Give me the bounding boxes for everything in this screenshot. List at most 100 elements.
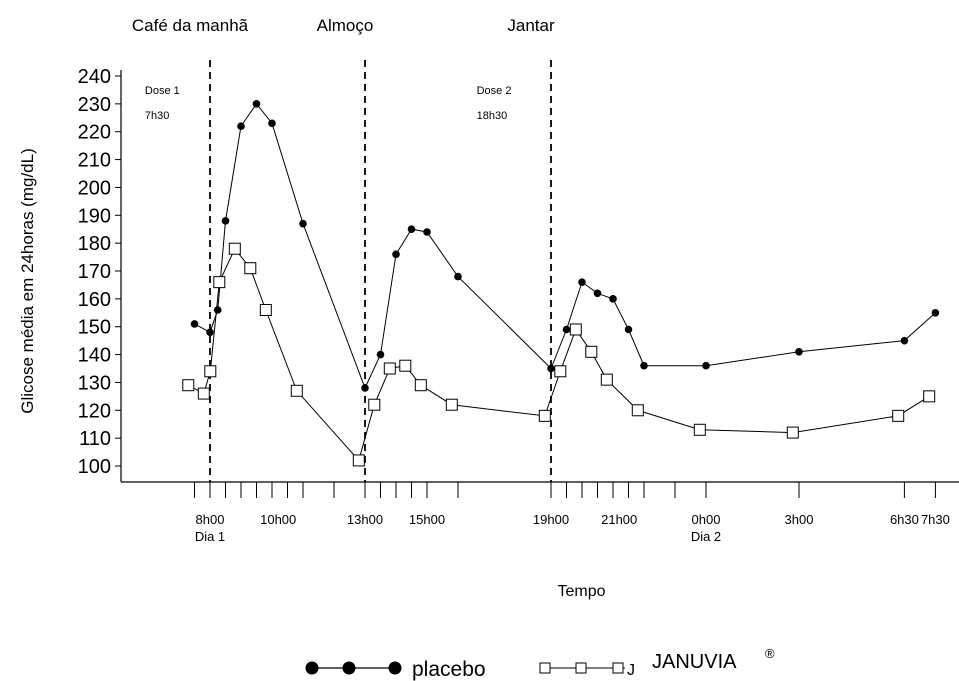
axes: 100 110 120 130 140 150 160 170 180 190 200 210 220 2… <box>78 66 959 544</box>
data-point-januvia <box>554 365 567 378</box>
y-tick-label: 140 <box>78 345 111 367</box>
data-point-placebo <box>931 308 940 317</box>
data-point-januvia <box>892 409 905 422</box>
legend-placebo-marker <box>305 661 319 675</box>
data-point-januvia <box>600 373 613 386</box>
data-point-januvia <box>693 423 706 436</box>
series-layer <box>182 100 940 467</box>
data-point-januvia <box>538 409 551 422</box>
data-point-januvia <box>923 390 936 403</box>
x-tick-label: 8h00 <box>196 512 225 527</box>
y-tick-label: 160 <box>78 289 111 311</box>
data-point-januvia <box>228 242 241 255</box>
data-point-januvia <box>585 345 598 358</box>
data-point-placebo <box>268 119 276 128</box>
data-point-januvia <box>383 362 396 375</box>
data-point-placebo <box>562 325 571 334</box>
legend-januvia-label: JANUVIA <box>652 651 737 673</box>
data-point-placebo <box>407 225 416 234</box>
data-point-placebo <box>392 250 400 259</box>
x-tick-sublabel: Dia 2 <box>691 529 721 544</box>
data-point-januvia <box>213 276 226 289</box>
legend-januvia-marker <box>612 662 624 674</box>
data-point-januvia <box>445 398 458 411</box>
data-point-placebo <box>221 217 230 225</box>
data-point-januvia <box>244 262 257 275</box>
data-point-januvia <box>786 426 799 439</box>
x-tick-label: 10h00 <box>260 512 296 527</box>
series-line-januvia <box>188 247 930 462</box>
data-point-januvia <box>204 365 217 378</box>
data-point-januvia <box>197 387 210 400</box>
data-point-placebo <box>190 320 199 328</box>
x-tick-label: 7h30 <box>921 512 950 527</box>
y-tick-label: 220 <box>78 122 111 144</box>
x-tick-label: 15h00 <box>409 512 445 527</box>
y-tick-label: 170 <box>78 261 111 283</box>
y-tick-label: 200 <box>78 177 111 199</box>
data-point-placebo <box>252 100 261 108</box>
dose-annotation: Dose 1 <box>145 85 180 97</box>
data-point-placebo <box>795 347 803 356</box>
data-point-januvia <box>352 454 365 467</box>
y-tick-label: 130 <box>78 372 111 394</box>
dose-annotation: 7h30 <box>145 110 169 122</box>
y-tick-label: 180 <box>78 233 111 255</box>
data-point-placebo <box>609 295 617 303</box>
data-point-januvia <box>414 379 427 392</box>
data-point-placebo <box>454 272 462 281</box>
legend-placebo-label: placebo <box>412 658 486 681</box>
chart-texts: Glicose média em 24horas (mg/dL) Tempo Dos… <box>18 85 606 600</box>
legend-placebo-marker <box>388 661 402 675</box>
data-point-placebo <box>593 289 602 298</box>
data-point-placebo <box>376 350 385 359</box>
data-point-januvia <box>182 379 195 392</box>
x-tick-label: 13h00 <box>347 512 383 527</box>
meal-label: Café da manhã <box>132 16 249 35</box>
data-point-placebo <box>640 361 648 370</box>
data-point-januvia <box>631 404 644 417</box>
x-tick-label: 0h00 <box>692 512 721 527</box>
data-point-placebo <box>423 228 431 236</box>
data-point-placebo <box>900 336 909 345</box>
legend-januvia-prefix: J <box>627 662 635 679</box>
data-point-januvia <box>259 304 272 316</box>
y-tick-label: 110 <box>79 428 111 450</box>
data-point-januvia <box>368 398 381 411</box>
data-point-placebo <box>213 306 222 314</box>
meal-lines: Café da manhã Almoço Jantar <box>132 16 555 482</box>
x-tick-label: 6h30 <box>890 512 919 527</box>
data-point-placebo <box>578 278 586 286</box>
legend-placebo-marker <box>342 661 356 675</box>
y-tick-label: 150 <box>78 317 111 339</box>
legend-januvia-superscript: ® <box>765 646 775 661</box>
y-tick-label: 120 <box>78 400 111 422</box>
data-point-placebo <box>361 384 369 392</box>
data-point-placebo <box>206 328 214 337</box>
y-axis-title: Glicose média em 24horas (mg/dL) <box>18 148 37 414</box>
data-point-placebo <box>624 325 633 334</box>
x-tick-label: 3h00 <box>785 512 814 527</box>
y-tick-label: 210 <box>78 150 111 172</box>
data-point-januvia <box>569 323 582 336</box>
legend-januvia-marker <box>539 662 551 674</box>
legend: placebo J JANUVIA ® <box>305 646 775 681</box>
x-tick-label: 19h00 <box>533 512 569 527</box>
meal-label: Jantar <box>507 16 555 35</box>
y-tick-label: 190 <box>78 205 111 227</box>
data-point-januvia <box>290 384 303 397</box>
data-point-placebo <box>299 219 307 228</box>
data-point-placebo <box>237 122 245 130</box>
y-tick-label: 100 <box>78 456 111 478</box>
y-tick-label: 240 <box>78 66 111 88</box>
x-tick-label: 21h00 <box>601 512 637 527</box>
x-axis-title: Tempo <box>557 583 605 600</box>
legend-januvia-marker <box>575 662 587 674</box>
data-point-januvia <box>399 359 412 372</box>
data-point-placebo <box>702 361 710 370</box>
data-point-placebo <box>547 364 555 373</box>
meal-label: Almoço <box>317 16 374 35</box>
dose-annotation: Dose 2 <box>477 85 512 97</box>
series-line-placebo <box>194 103 936 390</box>
